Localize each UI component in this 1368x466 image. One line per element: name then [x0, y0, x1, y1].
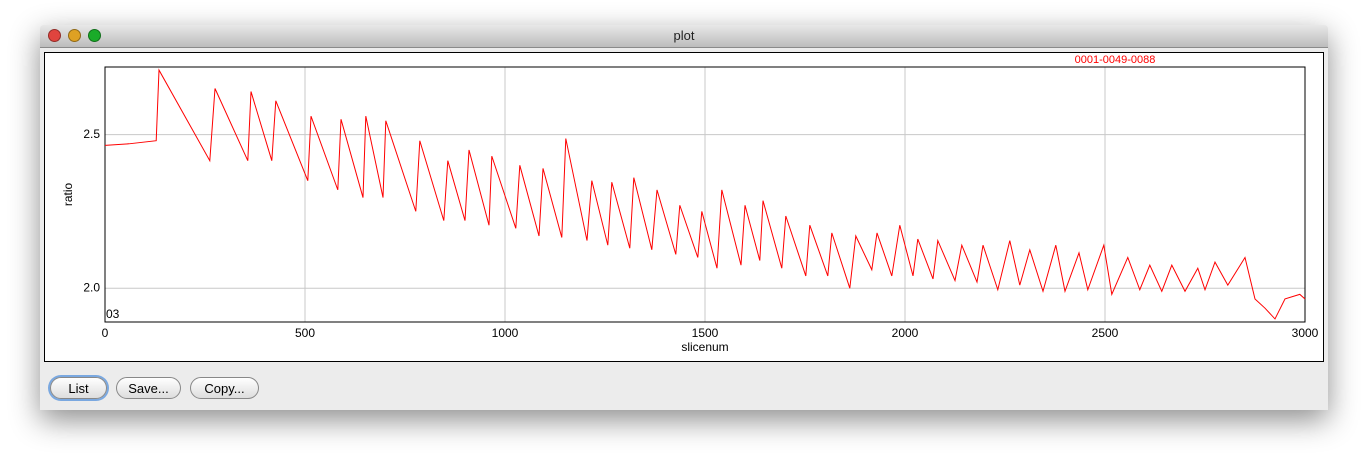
window: plot 0 500 1000 1500 2000 2500 3000 2.0 2.5 slice… — [40, 25, 1328, 410]
annotation: 03 — [106, 307, 120, 321]
title-bar: plot — [40, 25, 1328, 48]
plot-panel: 0 500 1000 1500 2000 2500 3000 2.0 2.5 slicenum ra… — [44, 52, 1324, 362]
minimize-button[interactable] — [68, 29, 81, 42]
y-axis-label: ratio — [61, 183, 75, 207]
legend-entry: 0001-0049-0088 — [1075, 54, 1156, 66]
y-tick-label: 2.5 — [83, 127, 100, 141]
x-tick-label: 0 — [102, 326, 109, 340]
x-tick-label: 2500 — [1092, 326, 1119, 340]
x-tick-label: 500 — [295, 326, 315, 340]
zoom-button[interactable] — [88, 29, 101, 42]
x-tick-label: 3000 — [1292, 326, 1319, 340]
close-button[interactable] — [48, 29, 61, 42]
window-title: plot — [673, 28, 695, 43]
x-tick-label: 2000 — [892, 326, 919, 340]
x-tick-label: 1500 — [692, 326, 719, 340]
copy-button[interactable]: Copy... — [190, 377, 259, 399]
y-tick-label: 2.0 — [83, 280, 100, 294]
data-line — [104, 68, 1306, 320]
x-axis-label: slicenum — [681, 340, 728, 354]
chart: 0 500 1000 1500 2000 2500 3000 2.0 2.5 slicenum ra… — [61, 54, 1319, 354]
x-tick-label: 1000 — [492, 326, 519, 340]
list-button[interactable]: List — [50, 377, 107, 399]
save-button[interactable]: Save... — [116, 377, 181, 399]
plot-frame — [104, 66, 1306, 323]
